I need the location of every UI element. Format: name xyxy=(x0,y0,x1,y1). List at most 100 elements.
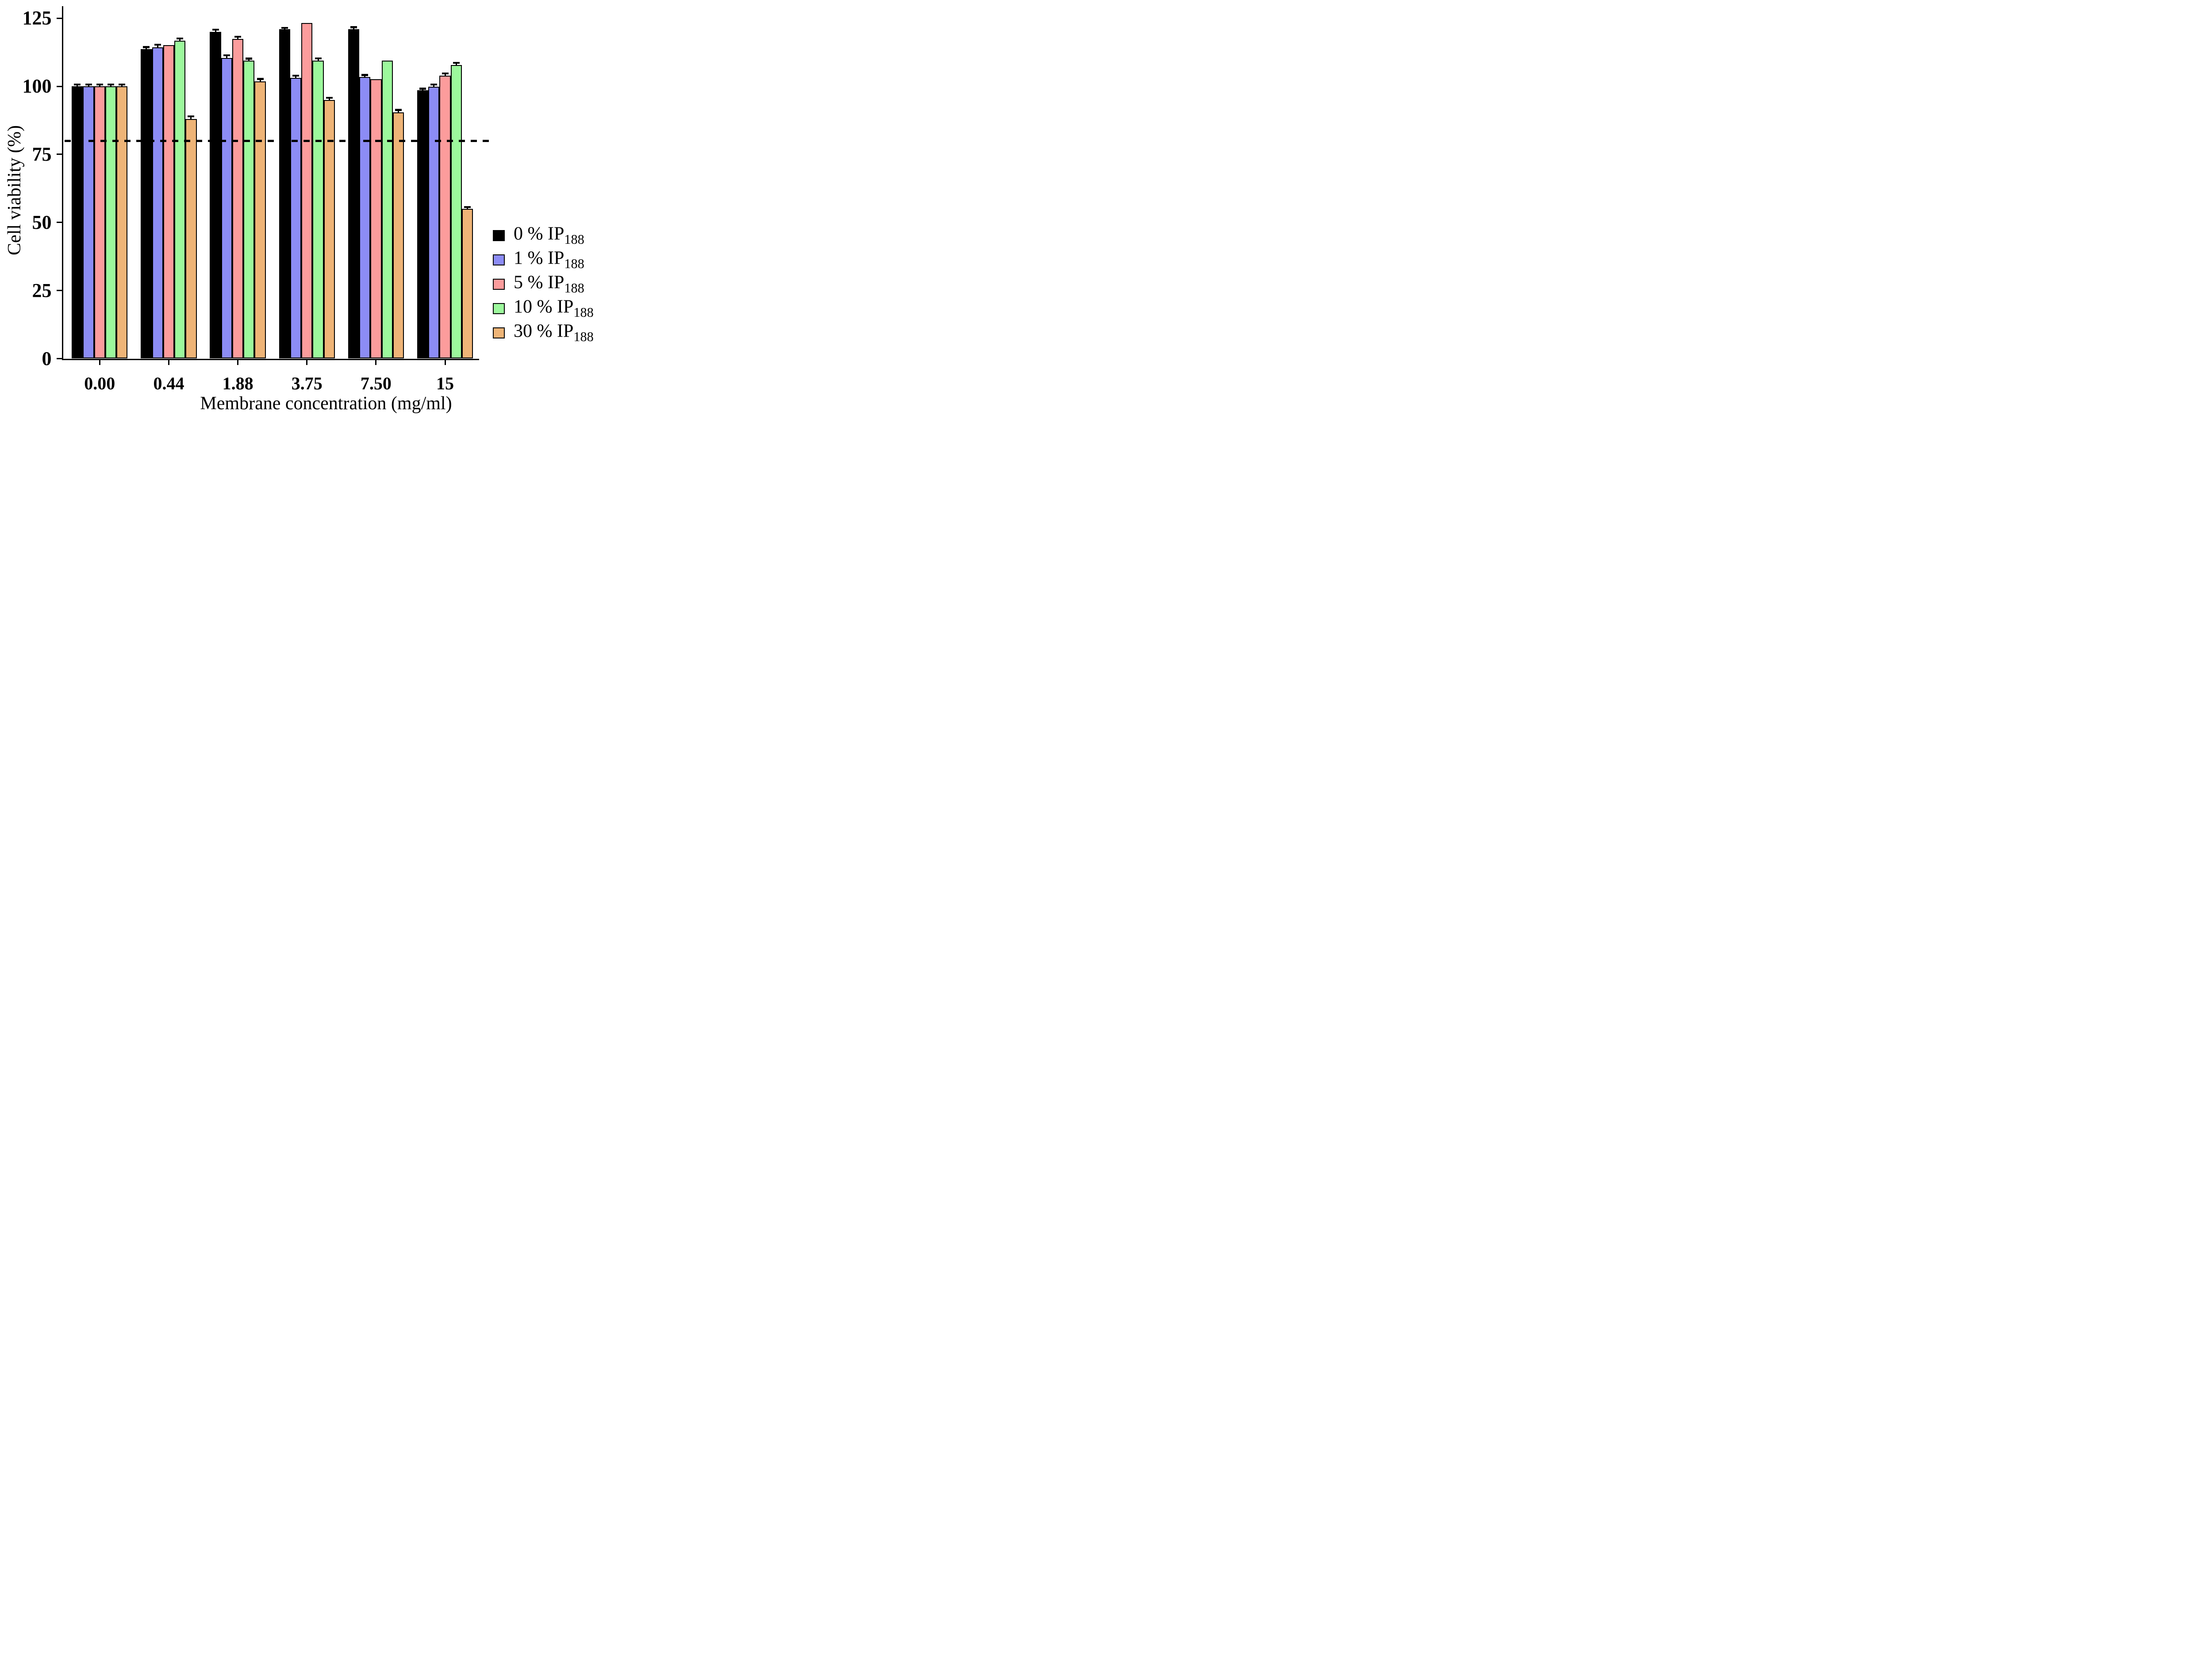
error-bar-whisker xyxy=(467,207,469,210)
legend-swatch xyxy=(493,327,505,338)
error-bar-whisker xyxy=(259,79,261,83)
error-bar-whisker xyxy=(433,84,435,88)
error-bar-cap xyxy=(419,88,426,90)
legend-swatch xyxy=(493,254,505,265)
error-bar-cap xyxy=(96,83,103,86)
bar-30pct-0.44 xyxy=(185,119,197,359)
bar-30pct-1.88 xyxy=(254,81,266,359)
x-tick xyxy=(99,360,100,365)
bar-chart-figure: Cell viability (%) Membrane concentratio… xyxy=(0,0,599,416)
bar-5pct-0.00 xyxy=(94,86,105,359)
error-bar-whisker xyxy=(295,76,296,79)
error-bar-cap xyxy=(234,35,242,38)
bar-10pct-7.50 xyxy=(381,61,393,359)
legend-label: 0 % IP188 xyxy=(514,223,584,247)
bar-0pct-7.50 xyxy=(348,29,359,359)
y-tick-label: 0 xyxy=(42,347,52,369)
x-tick-label: 7.50 xyxy=(360,373,392,393)
x-tick-label: 0.44 xyxy=(153,373,184,393)
error-bar-whisker xyxy=(444,73,446,77)
error-bar-cap xyxy=(292,74,299,77)
x-tick-label: 15 xyxy=(436,373,454,393)
bar-1pct-0.44 xyxy=(152,47,163,359)
bar-0pct-1.88 xyxy=(210,32,221,359)
bar-5pct-0.44 xyxy=(163,45,175,359)
error-bar-cap xyxy=(188,115,195,118)
error-bar-whisker xyxy=(353,27,354,30)
bar-30pct-3.75 xyxy=(323,100,335,359)
error-bar-cap xyxy=(177,37,184,40)
bar-10pct-1.88 xyxy=(243,61,255,359)
y-tick-label: 125 xyxy=(22,7,52,29)
y-tick-label: 50 xyxy=(32,211,52,233)
bar-10pct-15 xyxy=(450,65,462,359)
bar-5pct-15 xyxy=(439,76,451,359)
legend-label: 5 % IP188 xyxy=(514,272,584,296)
x-tick-label: 1.88 xyxy=(222,373,253,393)
y-tick xyxy=(56,290,62,292)
bar-1pct-15 xyxy=(428,86,440,359)
error-bar-whisker xyxy=(179,38,181,42)
bar-0pct-0.44 xyxy=(141,49,152,359)
y-tick-label: 25 xyxy=(32,279,52,301)
bar-5pct-1.88 xyxy=(232,39,244,359)
error-bar-whisker xyxy=(121,84,123,88)
error-bar-cap xyxy=(154,43,161,46)
error-bar-cap xyxy=(453,61,460,64)
x-tick xyxy=(168,360,169,365)
x-tick xyxy=(375,360,377,365)
error-bar-whisker xyxy=(99,84,100,88)
bar-0pct-3.75 xyxy=(279,29,290,359)
bar-1pct-1.88 xyxy=(221,58,232,359)
legend-swatch xyxy=(493,230,505,241)
error-bar-cap xyxy=(395,109,402,111)
bar-1pct-3.75 xyxy=(290,78,302,359)
bar-30pct-7.50 xyxy=(392,112,404,359)
bar-1pct-7.50 xyxy=(359,77,371,359)
threshold-dashed-line xyxy=(65,139,489,142)
error-bar-whisker xyxy=(237,37,239,40)
error-bar-cap xyxy=(442,72,449,75)
error-bar-cap xyxy=(85,83,92,86)
y-tick-label: 100 xyxy=(22,75,52,97)
error-bar-whisker xyxy=(77,84,78,88)
bar-0pct-15 xyxy=(417,90,429,359)
error-bar-cap xyxy=(350,26,357,28)
error-bar-whisker xyxy=(317,58,319,62)
x-axis-line xyxy=(61,358,479,360)
error-bar-cap xyxy=(246,58,253,60)
error-bar-whisker xyxy=(157,44,158,48)
bar-10pct-0.00 xyxy=(105,86,117,359)
x-tick xyxy=(237,360,239,365)
y-tick xyxy=(56,85,62,87)
legend-label: 1 % IP188 xyxy=(514,248,584,272)
legend-label: 30 % IP188 xyxy=(514,321,594,345)
error-bar-cap xyxy=(326,96,333,99)
error-bar-cap xyxy=(361,74,369,76)
error-bar-whisker xyxy=(248,58,250,62)
bar-10pct-0.44 xyxy=(174,40,186,359)
error-bar-cap xyxy=(119,83,126,86)
legend-label: 10 % IP188 xyxy=(514,296,594,320)
x-tick-label: 0.00 xyxy=(84,373,115,393)
error-bar-cap xyxy=(257,78,264,80)
error-bar-whisker xyxy=(190,116,192,120)
bar-5pct-3.75 xyxy=(301,23,313,359)
error-bar-cap xyxy=(315,57,322,60)
bar-5pct-7.50 xyxy=(370,79,382,359)
y-tick xyxy=(56,222,62,223)
x-tick-label: 3.75 xyxy=(291,373,323,393)
bar-0pct-0.00 xyxy=(72,86,83,359)
error-bar-cap xyxy=(464,206,471,208)
error-bar-whisker xyxy=(215,30,216,33)
legend-swatch xyxy=(493,303,505,314)
error-bar-whisker xyxy=(328,97,330,101)
error-bar-cap xyxy=(281,27,288,29)
y-axis-line xyxy=(61,6,63,360)
error-bar-whisker xyxy=(364,75,366,78)
x-tick xyxy=(306,360,308,365)
bar-1pct-0.00 xyxy=(83,86,94,359)
x-axis-title: Membrane concentration (mg/ml) xyxy=(200,393,452,414)
error-bar-whisker xyxy=(397,110,399,113)
error-bar-cap xyxy=(212,28,219,31)
